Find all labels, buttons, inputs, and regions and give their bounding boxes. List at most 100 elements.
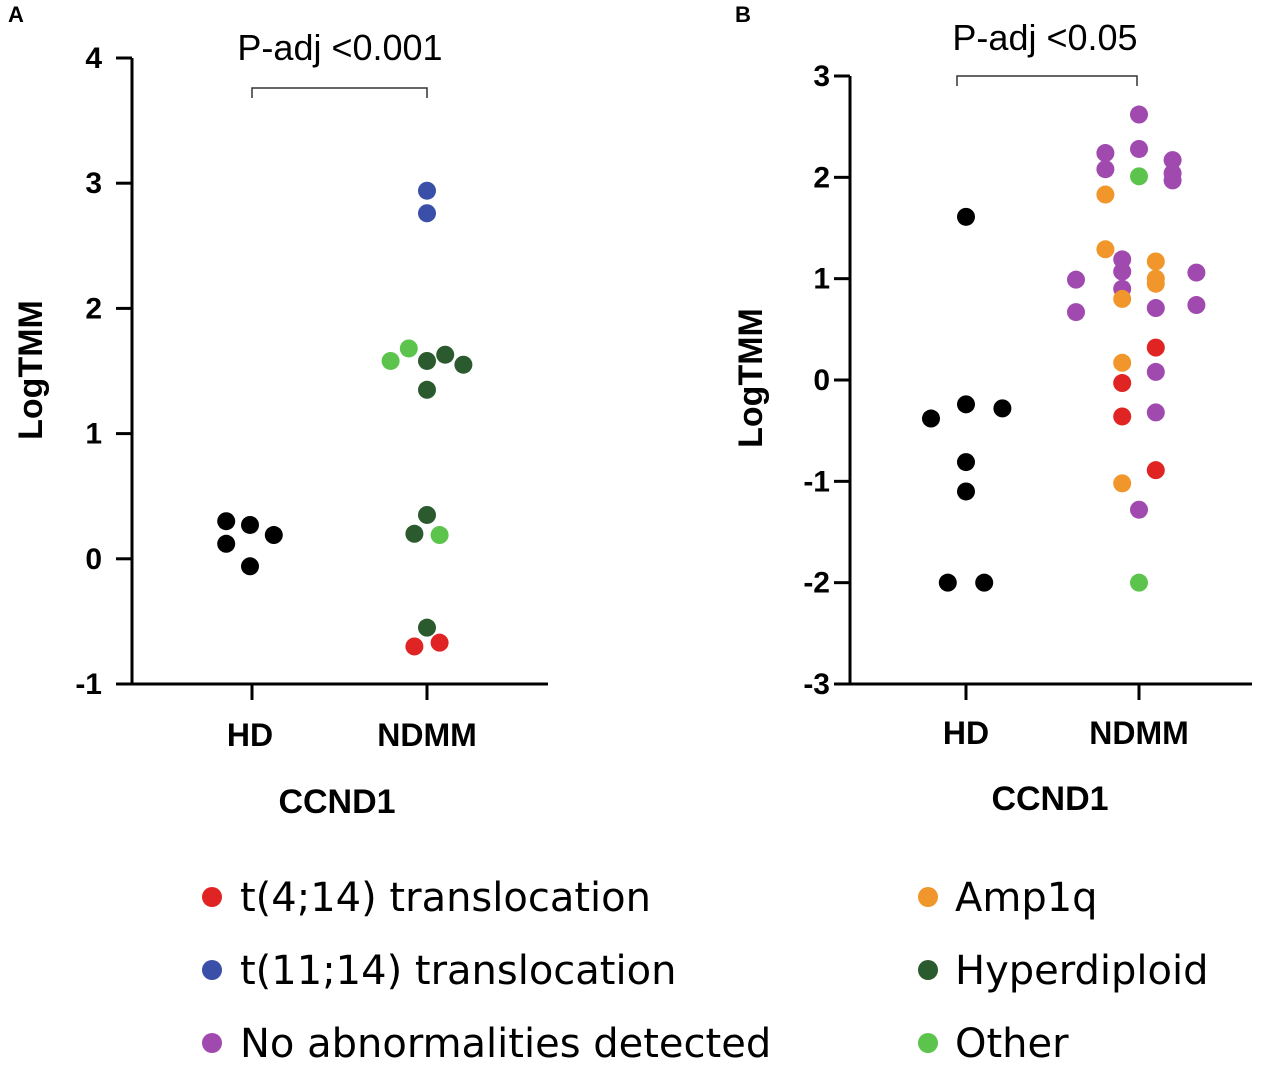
legend: t(4;14) translocation t(11;14) transloca… (202, 875, 1208, 1067)
legend-label-other: Other (955, 1021, 1069, 1067)
panel-a-data-point (430, 526, 449, 545)
panel-b-data-point (1113, 407, 1132, 426)
panel-a-y-tick-label: 1 (85, 418, 102, 451)
panel-b-y-tick-label: -1 (803, 465, 830, 498)
panel-b-data-point (1146, 403, 1165, 422)
panel-b-data-point (957, 207, 975, 226)
panel-a-label: A (8, 2, 24, 27)
panel-b-significance-bracket (956, 75, 1138, 86)
panel-a-data-point (418, 351, 436, 370)
panel-b-y-tick-label: -2 (803, 567, 830, 600)
panel-b-p-adj: P-adj <0.05 (952, 17, 1137, 58)
panel-b-data-point (957, 395, 975, 414)
legend-swatch-other (918, 1033, 938, 1053)
panel-b-data-point (1113, 353, 1132, 372)
panel-a-data-point (418, 204, 436, 223)
panel-a-category-hd: HD (227, 717, 273, 753)
panel-a-y-tick-label: 4 (85, 42, 102, 75)
panel-a-data-point (418, 505, 436, 524)
panel-a-data-point (454, 355, 473, 374)
panel-b-data-point (1130, 167, 1148, 186)
panel-b-data-point (1067, 270, 1085, 289)
panel-b-data-point (1130, 139, 1148, 158)
panel-b-data-point (1096, 240, 1115, 259)
legend-swatch-t4-14 (202, 887, 222, 907)
panel-b-category-ndmm: NDMM (1089, 715, 1189, 751)
panel-a-y-tick-label: 3 (85, 167, 102, 200)
panel-b-data-point (1130, 573, 1148, 592)
panel-a-data-point (264, 526, 283, 545)
panel-b-y-ticks: -3 -2 -1 0 1 2 3 (803, 60, 850, 701)
panel-a-y-title: LogTMM (12, 300, 50, 440)
panel-b-data-point (1096, 185, 1115, 204)
panel-a-data-point (405, 524, 424, 543)
panel-a-data-point (430, 633, 449, 652)
panel-a-y-tick-label: 2 (85, 292, 102, 325)
panel-b-data-point (1146, 461, 1165, 480)
legend-label-t11-14: t(11;14) translocation (240, 948, 676, 994)
panel-b-data-point (1096, 144, 1115, 163)
panel-a-data-point (217, 534, 236, 553)
panel-b-data-point (1130, 105, 1148, 124)
panel-a-data-point (217, 512, 236, 531)
legend-swatch-hyperdiploid (918, 960, 938, 980)
panel-a-data-point (418, 380, 436, 399)
legend-swatch-amp1q (918, 887, 938, 907)
panel-a-points (217, 181, 473, 656)
panel-a-data-point (399, 339, 418, 358)
panel-b-data-point (1163, 151, 1182, 170)
legend-label-amp1q: Amp1q (955, 875, 1098, 921)
panel-b-data-point (1187, 263, 1206, 282)
legend-label-hyperdiploid: Hyperdiploid (955, 948, 1208, 994)
panel-b-data-point (993, 399, 1012, 418)
panel-a-p-adj: P-adj <0.001 (237, 27, 442, 68)
panel-b-data-point (938, 573, 957, 592)
panel-b-y-tick-label: 3 (813, 60, 830, 93)
panel-b-data-point (1146, 252, 1165, 271)
panel-b-data-point (1113, 474, 1132, 493)
panel-b-y-title: LogTMM (732, 308, 770, 448)
legend-swatch-t11-14 (202, 960, 222, 980)
panel-b-data-point (922, 409, 940, 428)
panel-b-y-tick-label: -3 (803, 668, 830, 701)
panel-a-significance-bracket (251, 87, 428, 98)
panel-a: A P-adj <0.001 -1 0 1 2 3 4 HD NDMM CCND1 Log… (8, 2, 548, 821)
panel-b-y-tick-label: 1 (813, 263, 830, 296)
panel-b-data-point (1113, 262, 1132, 281)
panel-b-x-title: CCND1 (991, 780, 1108, 818)
panel-a-data-point (241, 557, 259, 576)
panel-a-x-title: CCND1 (278, 783, 395, 821)
panel-b-data-point (957, 482, 975, 501)
panel-b-data-point (1146, 338, 1165, 357)
panel-a-category-ndmm: NDMM (377, 717, 477, 753)
panel-a-y-tick-label: -1 (75, 668, 102, 701)
panel-a-data-point (418, 181, 436, 200)
legend-label-no-abnormalities: No abnormalities detected (240, 1021, 771, 1067)
panel-a-data-point (241, 515, 259, 534)
panel-b-y-tick-label: 0 (813, 364, 830, 397)
panel-b-data-point (1146, 274, 1165, 293)
panel-b: B P-adj <0.05 -3 -2 -1 0 1 2 3 HD NDMM CCND1 L… (732, 2, 1252, 818)
panel-a-data-point (418, 618, 436, 637)
panel-b-data-point (1067, 303, 1085, 322)
panel-b-y-tick-label: 2 (813, 161, 830, 194)
panel-b-data-point (1096, 160, 1115, 179)
panel-b-label: B (735, 2, 751, 27)
panel-a-data-point (405, 637, 424, 656)
panel-a-y-tick-label: 0 (85, 543, 102, 576)
panel-b-data-point (1146, 299, 1165, 318)
legend-swatch-no-abnormalities (202, 1033, 222, 1053)
panel-b-category-hd: HD (943, 715, 989, 751)
panel-a-data-point (381, 351, 400, 370)
panel-b-data-point (975, 573, 994, 592)
panel-b-data-point (957, 453, 975, 472)
panel-a-y-ticks: -1 0 1 2 3 4 (75, 42, 132, 701)
panel-b-data-point (1113, 289, 1132, 308)
panel-b-points (922, 105, 1206, 592)
panel-b-data-point (1187, 296, 1206, 315)
panel-b-data-point (1113, 374, 1132, 393)
panel-a-data-point (436, 345, 455, 364)
panel-b-data-point (1163, 171, 1182, 190)
panel-b-data-point (1146, 362, 1165, 381)
